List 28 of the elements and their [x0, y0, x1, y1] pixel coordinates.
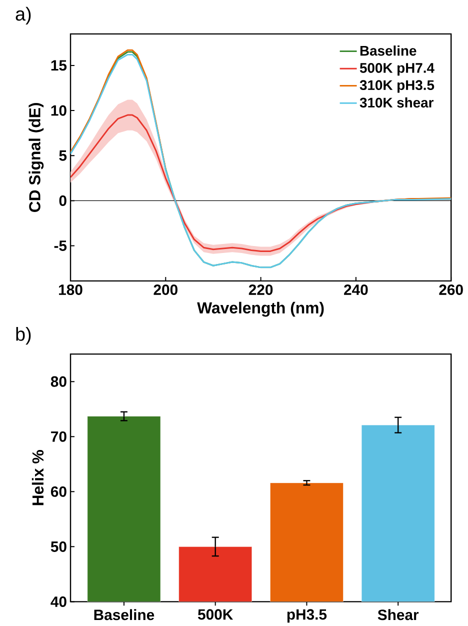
x-axis-title: Wavelength (nm): [197, 302, 324, 317]
y-tick-label: 0: [59, 195, 67, 206]
x-tick-label: 220: [249, 284, 273, 296]
legend-label: 500K pH7.4: [360, 63, 435, 76]
chart-title: a): [16, 6, 31, 24]
x-tick-label: 260: [439, 284, 464, 296]
x-tick-label: 500K: [198, 609, 234, 620]
x-tick-label: pH3.5: [288, 609, 327, 623]
y-tick-label: 60: [51, 486, 67, 497]
y-tick-label: 80: [51, 376, 67, 387]
chart-title: b): [16, 327, 31, 345]
y-axis-title: Helix %: [32, 450, 44, 506]
legend-label: 310K shear: [360, 97, 434, 108]
y-tick-label: 5: [59, 150, 67, 161]
y-tick-label: 10: [51, 105, 67, 116]
legend-label: Baseline: [360, 45, 416, 56]
x-tick-label: Baseline: [94, 609, 154, 620]
y-tick-label: 15: [51, 60, 67, 71]
x-tick-label: 180: [59, 284, 82, 296]
y-tick-label: 40: [50, 596, 67, 607]
legend-label: 310K pH3.5: [360, 80, 434, 93]
x-tick-label: 240: [344, 284, 368, 296]
y-tick-label: -5: [54, 240, 67, 251]
x-tick-label: 200: [154, 284, 178, 296]
x-tick-label: Shear: [378, 609, 419, 620]
y-tick-label: 50: [51, 541, 67, 552]
y-tick-label: 70: [51, 431, 67, 442]
y-axis-title: CD Signal (dE): [28, 103, 44, 212]
